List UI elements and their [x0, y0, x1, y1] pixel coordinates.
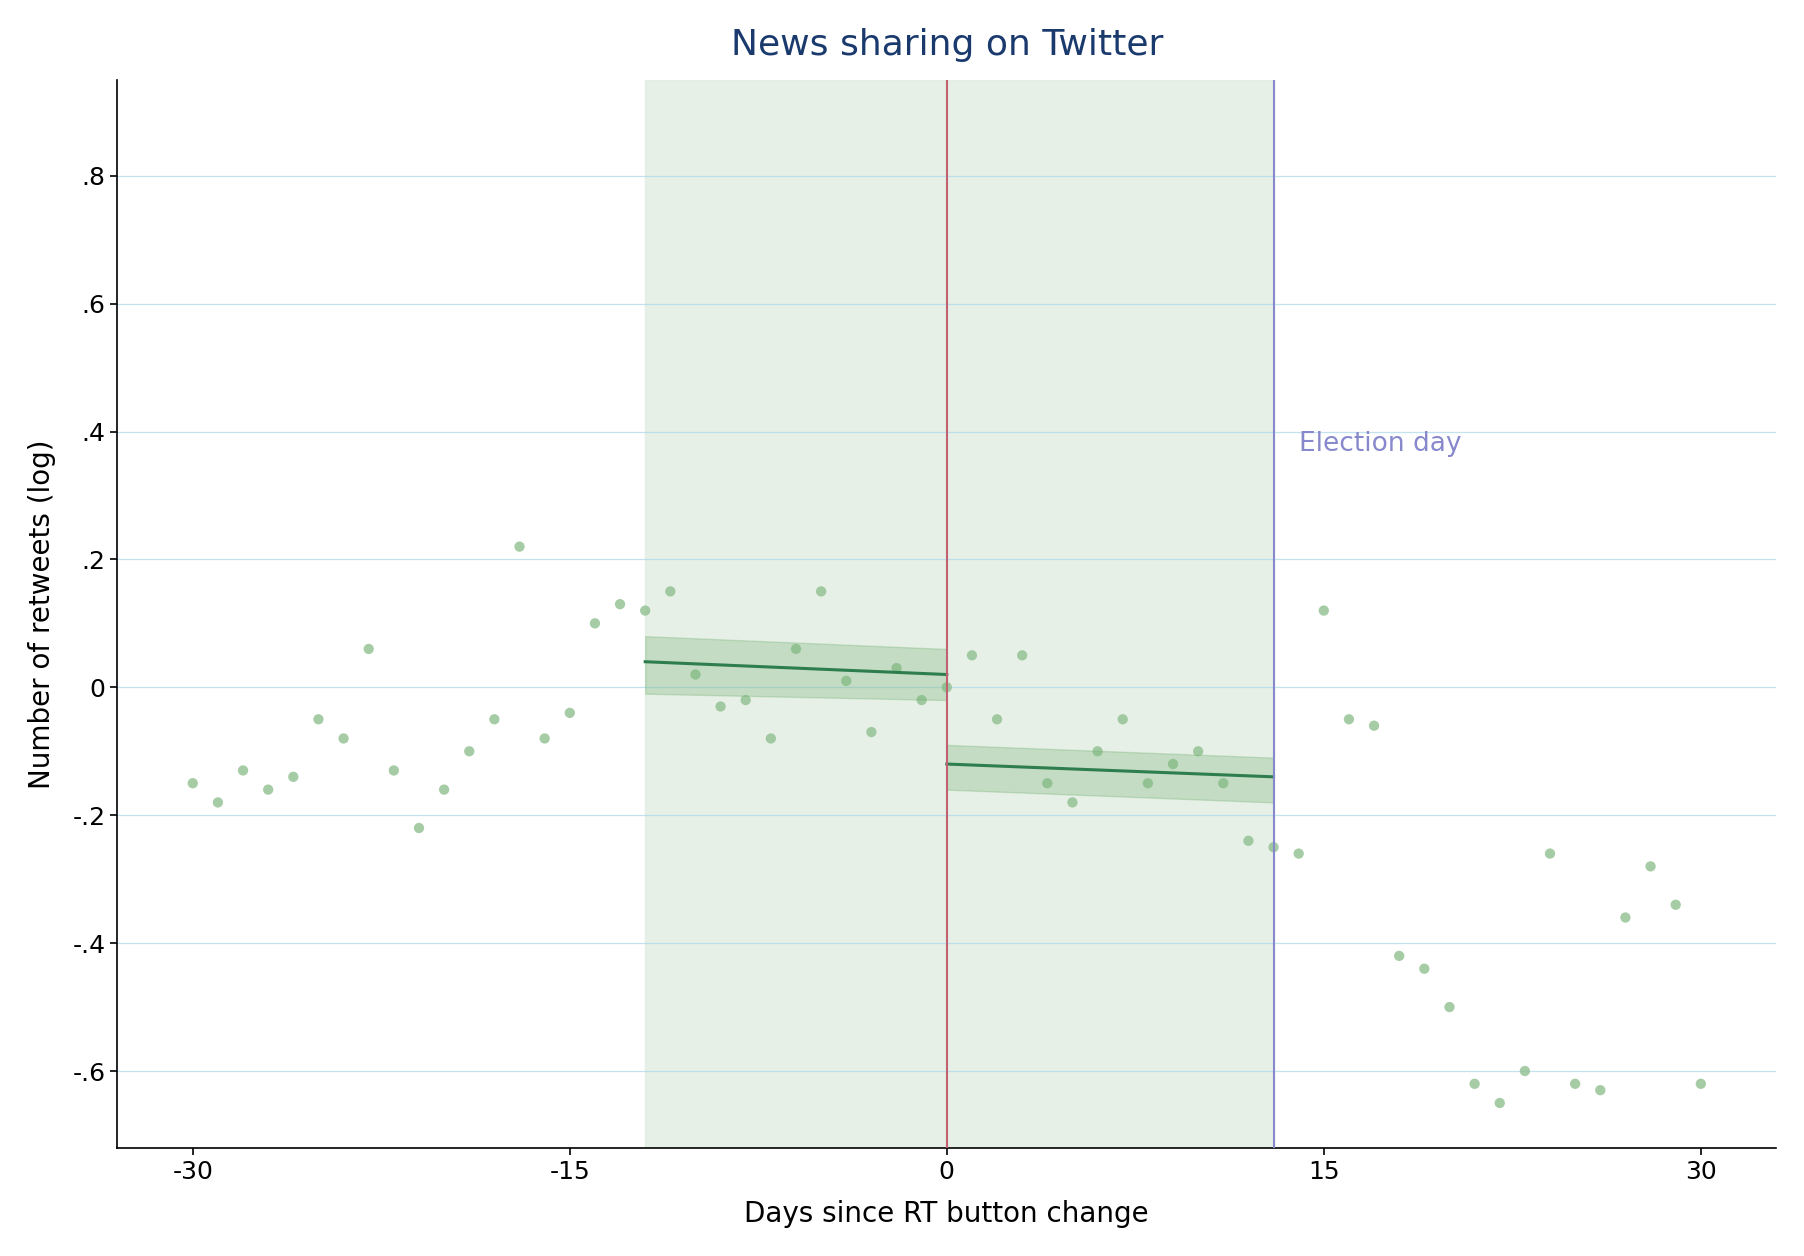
Point [1434, 997, 1463, 1017]
Point [328, 728, 357, 749]
Point [657, 582, 686, 602]
Point [1385, 946, 1414, 966]
Point [1535, 844, 1564, 864]
Point [682, 664, 711, 685]
Point [882, 658, 911, 678]
Point [1209, 774, 1238, 794]
Point [1284, 844, 1313, 864]
Point [455, 741, 483, 761]
Point [983, 710, 1012, 730]
Point [1034, 774, 1063, 794]
Y-axis label: Number of retweets (log): Number of retweets (log) [27, 440, 56, 789]
Point [1234, 830, 1263, 850]
Point [354, 639, 382, 659]
Point [1158, 754, 1187, 774]
Point [1510, 1061, 1539, 1081]
Point [1183, 741, 1212, 761]
Point [1108, 710, 1137, 730]
Point [631, 600, 660, 620]
Point [1661, 894, 1690, 914]
Point [907, 690, 936, 710]
Point [581, 613, 610, 633]
Point [857, 722, 886, 742]
Bar [646, 80, 1274, 1148]
Point [204, 793, 233, 813]
Point [1310, 600, 1339, 620]
Point [280, 767, 308, 788]
Point [1008, 646, 1037, 666]
Point [254, 780, 283, 800]
Point [832, 671, 861, 691]
Point [505, 536, 534, 556]
Point [429, 780, 458, 800]
Point [305, 710, 334, 730]
Point [781, 639, 810, 659]
Point [530, 728, 559, 749]
Point [1411, 958, 1440, 978]
Point [1335, 710, 1364, 730]
Point [1057, 793, 1086, 813]
Point [933, 677, 962, 697]
Point [1459, 1074, 1488, 1094]
Point [1636, 857, 1665, 877]
Text: Election day: Election day [1299, 431, 1461, 457]
Point [705, 696, 734, 716]
Point [1485, 1093, 1514, 1113]
Point [556, 703, 584, 723]
Point [806, 582, 835, 602]
Point [606, 594, 635, 614]
Point [1082, 741, 1111, 761]
Point [404, 818, 433, 838]
Point [1259, 838, 1288, 858]
Point [179, 774, 207, 794]
Point [1611, 908, 1640, 928]
Point [1687, 1074, 1716, 1094]
Point [379, 760, 408, 780]
Point [480, 710, 509, 730]
Point [731, 690, 759, 710]
Point [1133, 774, 1162, 794]
X-axis label: Days since RT button change: Days since RT button change [745, 1201, 1149, 1228]
Point [756, 728, 785, 749]
Point [229, 760, 258, 780]
Point [958, 646, 987, 666]
Point [1560, 1074, 1589, 1094]
Title: News sharing on Twitter: News sharing on Twitter [731, 28, 1164, 62]
Point [1360, 716, 1389, 736]
Point [1586, 1080, 1615, 1100]
